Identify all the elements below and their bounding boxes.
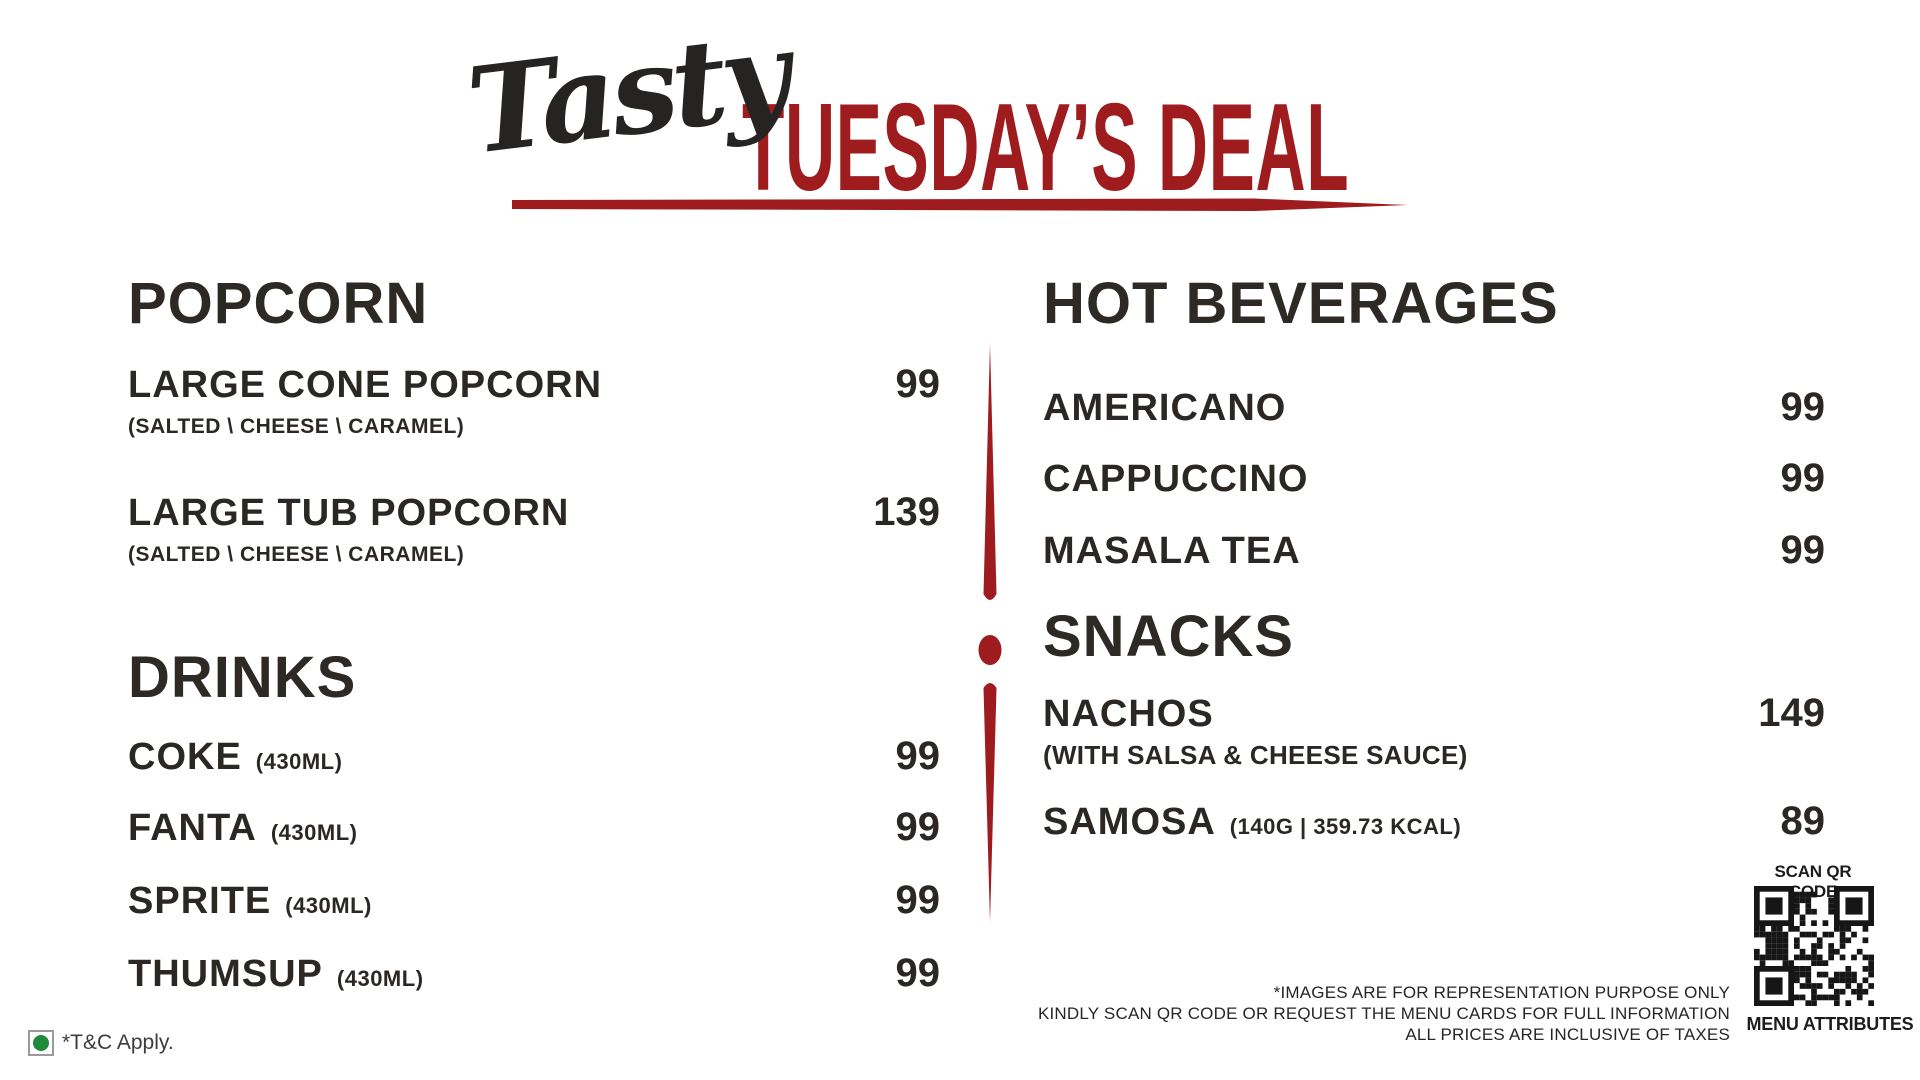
column-divider bbox=[978, 344, 1002, 922]
veg-dot-icon bbox=[33, 1035, 49, 1051]
qr-code bbox=[1754, 886, 1874, 1006]
item-name: AMERICANO bbox=[1043, 387, 1287, 429]
item-price: 99 bbox=[1780, 528, 1826, 572]
item-name-group: SPRITE (430ML) bbox=[128, 880, 372, 922]
item-name-group: FANTA (430ML) bbox=[128, 807, 358, 849]
item-name: MASALA TEA bbox=[1043, 530, 1301, 572]
item-name: SPRITE bbox=[128, 880, 272, 922]
menu-item-thumsup: THUMSUP (430ML) 99 bbox=[128, 951, 940, 996]
item-price: 99 bbox=[1780, 456, 1826, 500]
item-name-group: THUMSUP (430ML) bbox=[128, 953, 424, 995]
item-subtitle: (SALTED \ CHEESE \ CARAMEL) bbox=[128, 543, 465, 566]
item-detail: (430ML) bbox=[255, 749, 343, 774]
section-heading-hot-beverages: HOT BEVERAGES bbox=[1043, 271, 1559, 336]
title-underline bbox=[512, 198, 1408, 211]
item-name: COKE bbox=[128, 736, 242, 778]
item-name: FANTA bbox=[128, 807, 257, 849]
item-price: 149 bbox=[1758, 691, 1825, 735]
title-script: Tasty bbox=[460, 4, 793, 181]
item-detail: (430ML) bbox=[336, 966, 424, 991]
section-heading-popcorn: POPCORN bbox=[128, 271, 429, 336]
item-subtitle: (SALTED \ CHEESE \ CARAMEL) bbox=[128, 415, 465, 438]
qr-label-top: SCAN QR CODE bbox=[1774, 862, 1852, 901]
item-price: 99 bbox=[1780, 385, 1826, 429]
item-subtitle: (WITH SALSA & CHEESE SAUCE) bbox=[1043, 740, 1468, 770]
menu-item-coke: COKE (430ML) 99 bbox=[128, 734, 940, 779]
menu-item-fanta: FANTA (430ML) 99 bbox=[128, 805, 940, 850]
menu-item-masala-tea: MASALA TEA 99 bbox=[1043, 528, 1825, 573]
right-column: HOT BEVERAGES AMERICANO 99 CAPPUCCINO 99… bbox=[1043, 0, 1825, 1080]
menu-item-large-tub-popcorn: LARGE TUB POPCORN 139 bbox=[128, 490, 940, 535]
item-name: THUMSUP bbox=[128, 953, 323, 995]
item-name: SAMOSA bbox=[1043, 801, 1216, 843]
section-heading-snacks: SNACKS bbox=[1043, 604, 1294, 669]
veg-indicator-icon bbox=[28, 1030, 54, 1056]
item-name: NACHOS bbox=[1043, 693, 1214, 735]
item-price: 99 bbox=[895, 734, 941, 778]
item-name: LARGE TUB POPCORN bbox=[128, 492, 570, 534]
disclaimer-line: KINDLY SCAN QR CODE OR REQUEST THE MENU … bbox=[1037, 1004, 1730, 1023]
item-price: 139 bbox=[873, 490, 940, 534]
left-column: POPCORN LARGE CONE POPCORN 99 (SALTED \ … bbox=[128, 0, 940, 1080]
item-detail: (430ML) bbox=[270, 820, 358, 845]
menu-item-samosa: SAMOSA (140G | 359.73 KCAL) 89 bbox=[1043, 799, 1825, 844]
tnc-text: *T&C Apply. bbox=[62, 1031, 174, 1054]
item-price: 99 bbox=[895, 362, 941, 406]
menu-item-americano: AMERICANO 99 bbox=[1043, 385, 1825, 430]
menu-item-nachos: NACHOS 149 bbox=[1043, 691, 1825, 736]
page-title: TUESDAY’S DEAL bbox=[742, 79, 1350, 217]
menu-item-large-cone-popcorn: LARGE CONE POPCORN 99 bbox=[128, 362, 940, 407]
item-price: 99 bbox=[895, 805, 941, 849]
item-name: LARGE CONE POPCORN bbox=[128, 364, 603, 406]
disclaimer-line: *IMAGES ARE FOR REPRESENTATION PURPOSE O… bbox=[1273, 983, 1730, 1002]
section-heading-drinks: DRINKS bbox=[128, 645, 357, 710]
item-name-group: COKE (430ML) bbox=[128, 736, 343, 778]
item-price: 99 bbox=[895, 878, 941, 922]
item-detail: (140G | 359.73 KCAL) bbox=[1229, 814, 1462, 839]
item-price: 99 bbox=[895, 951, 941, 995]
item-price: 89 bbox=[1780, 799, 1826, 843]
item-detail: (430ML) bbox=[285, 893, 372, 918]
qr-label-bottom: MENU ATTRIBUTES bbox=[1746, 1014, 1914, 1034]
menu-item-sprite: SPRITE (430ML) 99 bbox=[128, 878, 940, 923]
item-name: CAPPUCCINO bbox=[1043, 458, 1309, 500]
item-name-group: SAMOSA (140G | 359.73 KCAL) bbox=[1043, 801, 1462, 843]
tnc-row: *T&C Apply. bbox=[28, 1030, 174, 1056]
disclaimer-block: *IMAGES ARE FOR REPRESENTATION PURPOSE O… bbox=[1038, 982, 1730, 1045]
disclaimer-line: ALL PRICES ARE INCLUSIVE OF TAXES bbox=[1405, 1025, 1730, 1044]
menu-item-cappuccino: CAPPUCCINO 99 bbox=[1043, 456, 1825, 501]
